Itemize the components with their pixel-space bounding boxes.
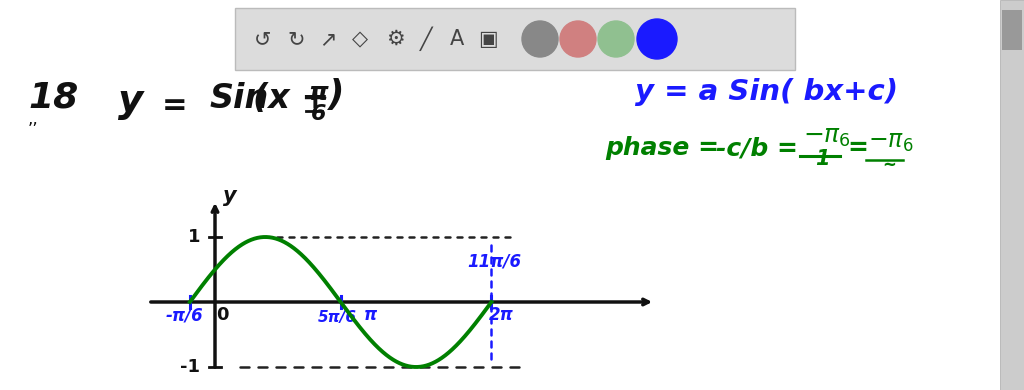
Text: ▣: ▣ bbox=[478, 29, 498, 49]
Text: ◇: ◇ bbox=[352, 29, 368, 49]
Text: 1: 1 bbox=[187, 228, 200, 246]
Text: ╱: ╱ bbox=[420, 27, 432, 51]
Text: π: π bbox=[365, 306, 378, 324]
Text: -c/b =: -c/b = bbox=[716, 136, 798, 160]
Text: 2π: 2π bbox=[489, 306, 514, 324]
Text: =: = bbox=[847, 136, 868, 160]
Text: ~: ~ bbox=[882, 156, 896, 174]
Text: 0: 0 bbox=[216, 306, 228, 324]
Text: Sin: Sin bbox=[210, 82, 269, 115]
Text: 1: 1 bbox=[815, 149, 829, 169]
Text: y: y bbox=[223, 186, 237, 206]
Text: phase =: phase = bbox=[605, 136, 719, 160]
Bar bbox=[1002, 10, 1022, 50]
Text: A: A bbox=[450, 29, 464, 49]
Text: $-\pi_6$: $-\pi_6$ bbox=[803, 125, 851, 149]
Text: π: π bbox=[308, 81, 328, 105]
Circle shape bbox=[560, 21, 596, 57]
Circle shape bbox=[598, 21, 634, 57]
Text: $-\pi_6$: $-\pi_6$ bbox=[868, 130, 913, 154]
Text: ⚙: ⚙ bbox=[386, 29, 404, 49]
Circle shape bbox=[522, 21, 558, 57]
Text: =: = bbox=[162, 91, 187, 120]
Text: ↺: ↺ bbox=[254, 29, 271, 49]
Text: ↻: ↻ bbox=[288, 29, 305, 49]
Text: (x +: (x + bbox=[253, 82, 330, 115]
Text: 18: 18 bbox=[28, 80, 78, 114]
Text: ,,: ,, bbox=[28, 110, 39, 128]
Text: -π/6: -π/6 bbox=[166, 306, 204, 324]
Text: y: y bbox=[118, 82, 143, 120]
Bar bbox=[234, 8, 795, 70]
Text: y = a Sin( bx+c): y = a Sin( bx+c) bbox=[635, 78, 898, 106]
Text: 11π/6: 11π/6 bbox=[467, 253, 521, 271]
Text: 6: 6 bbox=[311, 104, 327, 124]
Text: ↗: ↗ bbox=[319, 29, 337, 49]
Circle shape bbox=[637, 19, 677, 59]
Bar bbox=[1000, 0, 1024, 390]
Text: 5π/6: 5π/6 bbox=[318, 310, 357, 325]
Text: ): ) bbox=[328, 78, 344, 112]
Text: -1: -1 bbox=[180, 358, 200, 376]
